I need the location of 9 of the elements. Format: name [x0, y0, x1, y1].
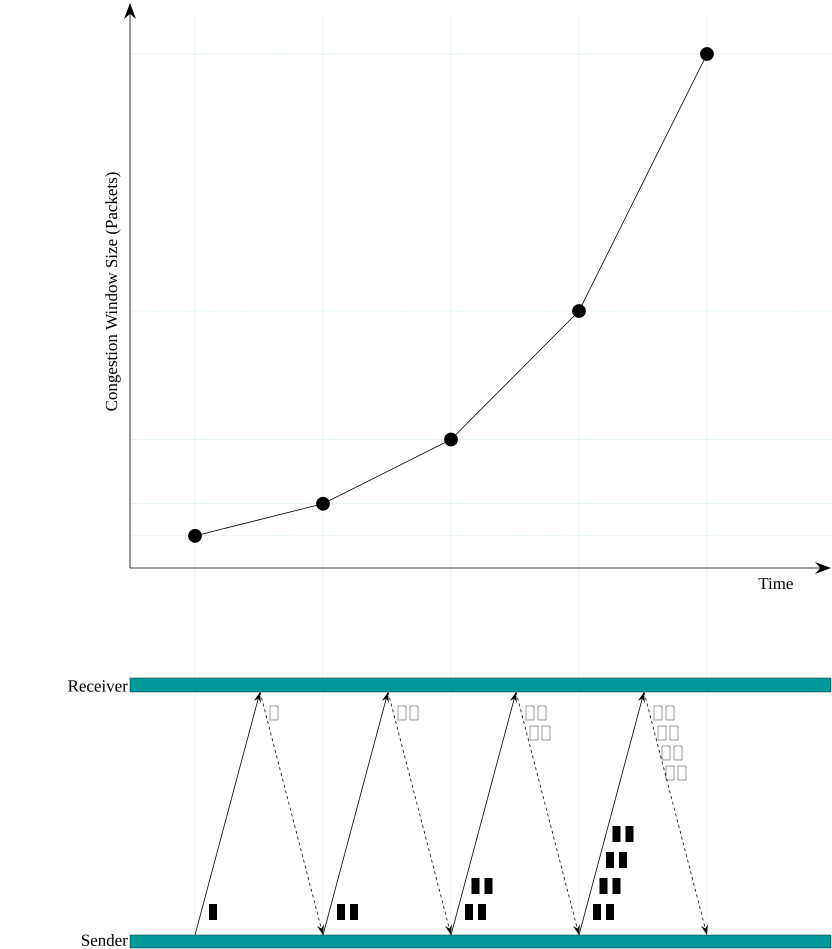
point [572, 304, 586, 318]
text: Sender [82, 934, 128, 946]
point [188, 528, 202, 543]
x-axis-title: Time [758, 578, 793, 590]
text: Receiver [68, 680, 128, 692]
y-axis-title: Congestion Window Size (Packets) [105, 172, 121, 411]
point [444, 432, 458, 446]
point [316, 496, 330, 511]
point [700, 47, 714, 61]
